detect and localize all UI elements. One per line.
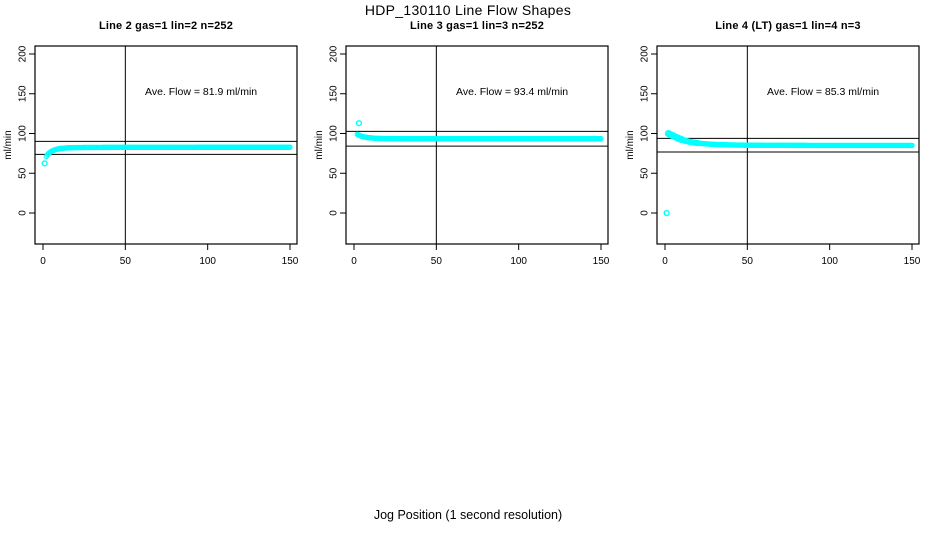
ave-flow-annotation: Ave. Flow = 93.4 ml/min bbox=[456, 86, 568, 98]
x-axis-label: Jog Position (1 second resolution) bbox=[373, 508, 563, 522]
y-tick-label: 0 bbox=[640, 210, 651, 216]
y-tick-label: 50 bbox=[18, 167, 29, 179]
x-tick-label: 150 bbox=[593, 256, 610, 267]
panel-plot: 0 50 100 150 0 50 100 150 200 Ave. Flow = 93.4 ml… bbox=[329, 45, 610, 267]
x-tick-label: 100 bbox=[510, 256, 527, 267]
y-axis-label: ml/min bbox=[3, 130, 14, 160]
x-tick-label: 50 bbox=[431, 256, 443, 267]
panel-title: Line 4 (LT) gas=1 lin=4 n=3 bbox=[715, 20, 861, 32]
y-tick-label: 150 bbox=[329, 85, 340, 102]
plot-box bbox=[656, 45, 920, 245]
x-tick-label: 0 bbox=[40, 256, 46, 267]
y-tick-label: 200 bbox=[329, 45, 340, 62]
x-tick-label: 100 bbox=[199, 256, 216, 267]
panel-title: Line 2 gas=1 lin=2 n=252 bbox=[98, 20, 234, 32]
ave-flow-annotation: Ave. Flow = 81.9 ml/min bbox=[145, 86, 257, 98]
data-points bbox=[354, 120, 604, 142]
outlier-point bbox=[663, 209, 670, 217]
x-tick-label: 150 bbox=[904, 256, 921, 267]
plot-box bbox=[34, 45, 298, 245]
y-tick-label: 0 bbox=[329, 210, 340, 216]
y-tick-label: 100 bbox=[640, 125, 651, 142]
data-points bbox=[41, 144, 293, 167]
panel-plot: 0 50 100 150 0 50 100 150 200 Ave. Flow = 85.3 ml… bbox=[640, 45, 921, 267]
x-axis-ticks: 0 50 100 150 bbox=[351, 244, 610, 267]
panel-line4: Line 4 (LT) gas=1 lin=4 n=3 0 50 100 150 0 50… bbox=[622, 20, 936, 280]
outlier-point bbox=[41, 160, 48, 167]
y-axis-ticks: 0 50 100 150 200 bbox=[18, 45, 35, 216]
y-tick-label: 200 bbox=[640, 45, 651, 62]
x-tick-label: 100 bbox=[821, 256, 838, 267]
panel-title: Line 3 gas=1 lin=3 n=252 bbox=[409, 20, 545, 32]
y-tick-label: 100 bbox=[18, 125, 29, 142]
y-tick-label: 200 bbox=[18, 45, 29, 62]
x-axis-ticks: 0 50 100 150 bbox=[40, 244, 299, 267]
x-tick-label: 0 bbox=[662, 256, 668, 267]
y-tick-label: 150 bbox=[18, 85, 29, 102]
data-points bbox=[663, 130, 915, 217]
y-tick-label: 100 bbox=[329, 125, 340, 142]
y-axis-ticks: 0 50 100 150 200 bbox=[640, 45, 657, 216]
x-tick-label: 50 bbox=[120, 256, 132, 267]
panel-line2: Line 2 gas=1 lin=2 n=252 0 50 100 150 0 50 100… bbox=[0, 20, 314, 280]
y-axis-label: ml/min bbox=[314, 130, 325, 160]
panel-line3: Line 3 gas=1 lin=3 n=252 0 50 100 150 0 50 100… bbox=[311, 20, 625, 280]
x-tick-label: 50 bbox=[742, 256, 754, 267]
x-tick-label: 150 bbox=[282, 256, 299, 267]
y-tick-label: 150 bbox=[640, 85, 651, 102]
x-tick-label: 0 bbox=[351, 256, 357, 267]
x-axis-ticks: 0 50 100 150 bbox=[662, 244, 921, 267]
reference-lines bbox=[346, 46, 608, 244]
y-tick-label: 0 bbox=[18, 210, 29, 216]
panel-plot: 0 50 100 150 0 50 100 150 200 Ave. Flow = 81.9 ml… bbox=[18, 45, 299, 267]
ave-flow-annotation: Ave. Flow = 85.3 ml/min bbox=[767, 86, 879, 98]
plot-box bbox=[345, 45, 609, 245]
outlier-point bbox=[355, 120, 363, 127]
y-tick-label: 50 bbox=[329, 167, 340, 179]
y-axis-label: ml/min bbox=[625, 130, 636, 160]
y-tick-label: 50 bbox=[640, 167, 651, 179]
y-axis-ticks: 0 50 100 150 200 bbox=[329, 45, 346, 216]
main-title: HDP_130110 Line Flow Shapes bbox=[364, 2, 572, 18]
